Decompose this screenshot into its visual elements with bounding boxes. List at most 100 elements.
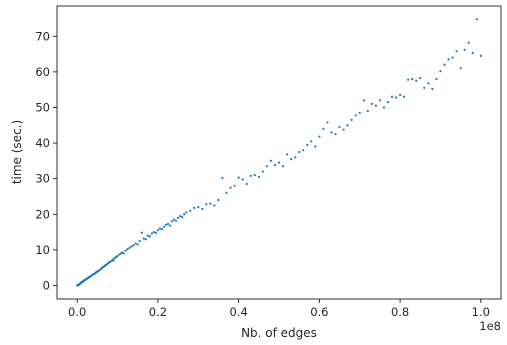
data-point bbox=[185, 211, 188, 214]
data-point bbox=[136, 243, 139, 246]
data-point bbox=[281, 165, 285, 168]
data-point bbox=[154, 231, 157, 234]
y-axis-label: time (sec.) bbox=[10, 120, 24, 184]
data-point bbox=[366, 109, 369, 113]
data-point bbox=[443, 63, 446, 66]
data-point bbox=[241, 178, 244, 181]
data-point bbox=[338, 125, 341, 129]
y-tick-label: 10 bbox=[35, 243, 50, 257]
y-axis-ticks: 0 10 20 30 40 50 60 70 bbox=[35, 29, 57, 292]
data-point bbox=[390, 95, 394, 98]
y-tick-label: 70 bbox=[35, 29, 50, 43]
data-point bbox=[451, 56, 454, 59]
data-point bbox=[346, 124, 349, 127]
data-point bbox=[427, 82, 430, 85]
data-point bbox=[148, 235, 151, 238]
data-point bbox=[314, 145, 317, 148]
data-point bbox=[463, 48, 466, 51]
y-tick-label: 20 bbox=[35, 207, 50, 221]
data-point bbox=[205, 203, 208, 206]
y-tick-label: 60 bbox=[35, 65, 50, 79]
data-point bbox=[146, 234, 149, 237]
data-point bbox=[257, 175, 260, 178]
data-point bbox=[310, 140, 313, 143]
y-tick-label: 50 bbox=[35, 100, 50, 114]
data-point bbox=[122, 252, 125, 255]
x-tick-label: 0.0 bbox=[68, 305, 86, 319]
data-point bbox=[201, 207, 204, 211]
data-point bbox=[394, 96, 398, 99]
data-point bbox=[431, 87, 434, 91]
x-tick-label: 1.0 bbox=[472, 305, 490, 319]
data-point bbox=[221, 176, 224, 180]
data-point bbox=[181, 216, 184, 219]
data-point bbox=[447, 58, 450, 61]
data-point bbox=[237, 176, 240, 179]
data-point bbox=[144, 238, 147, 241]
data-point bbox=[370, 102, 373, 105]
data-point bbox=[285, 153, 289, 156]
data-point bbox=[261, 170, 264, 173]
plot-area-background bbox=[57, 6, 501, 299]
data-point bbox=[132, 244, 135, 247]
data-point bbox=[439, 70, 442, 73]
data-point bbox=[374, 104, 377, 107]
data-point bbox=[142, 237, 145, 240]
data-point bbox=[166, 222, 170, 225]
data-point bbox=[179, 214, 182, 218]
data-point bbox=[174, 219, 178, 222]
data-point bbox=[411, 77, 414, 81]
data-point bbox=[108, 260, 111, 264]
data-point bbox=[124, 249, 127, 252]
data-point bbox=[152, 230, 155, 234]
data-point bbox=[302, 149, 305, 152]
data-point bbox=[225, 191, 228, 195]
data-point bbox=[322, 127, 325, 130]
data-point bbox=[119, 252, 122, 255]
data-point bbox=[435, 77, 438, 81]
x-axis-offset-label: 1e8 bbox=[479, 319, 501, 333]
data-point bbox=[265, 165, 268, 168]
data-point bbox=[162, 225, 166, 228]
data-point bbox=[362, 99, 365, 102]
data-point bbox=[326, 121, 329, 124]
data-point bbox=[386, 101, 390, 104]
data-point bbox=[342, 128, 345, 131]
data-point bbox=[138, 239, 141, 243]
data-point bbox=[269, 159, 273, 162]
data-point bbox=[116, 254, 119, 258]
x-tick-label: 0.4 bbox=[229, 305, 247, 319]
data-point bbox=[217, 198, 220, 202]
data-point bbox=[126, 248, 129, 251]
x-tick-label: 0.8 bbox=[391, 305, 409, 319]
data-point bbox=[382, 106, 386, 109]
data-point bbox=[197, 206, 200, 209]
data-point bbox=[350, 118, 353, 122]
data-point bbox=[467, 41, 470, 44]
data-point bbox=[298, 150, 301, 154]
data-point bbox=[164, 223, 168, 227]
data-point bbox=[398, 93, 402, 97]
data-point bbox=[249, 174, 252, 177]
data-point bbox=[306, 143, 309, 146]
data-point bbox=[471, 51, 474, 55]
x-tick-label: 0.2 bbox=[149, 305, 167, 319]
data-point bbox=[209, 202, 212, 205]
data-point bbox=[158, 227, 162, 230]
data-point bbox=[378, 99, 382, 102]
data-point bbox=[294, 156, 297, 159]
data-point bbox=[176, 216, 180, 219]
data-point bbox=[479, 54, 482, 57]
data-point bbox=[213, 204, 216, 207]
data-point bbox=[423, 86, 426, 89]
data-point bbox=[273, 164, 277, 167]
data-point bbox=[318, 135, 321, 138]
data-point bbox=[245, 182, 248, 186]
data-point bbox=[172, 218, 176, 221]
data-point bbox=[233, 184, 236, 187]
data-point bbox=[140, 231, 143, 234]
data-point bbox=[160, 228, 164, 231]
data-points bbox=[76, 18, 482, 287]
